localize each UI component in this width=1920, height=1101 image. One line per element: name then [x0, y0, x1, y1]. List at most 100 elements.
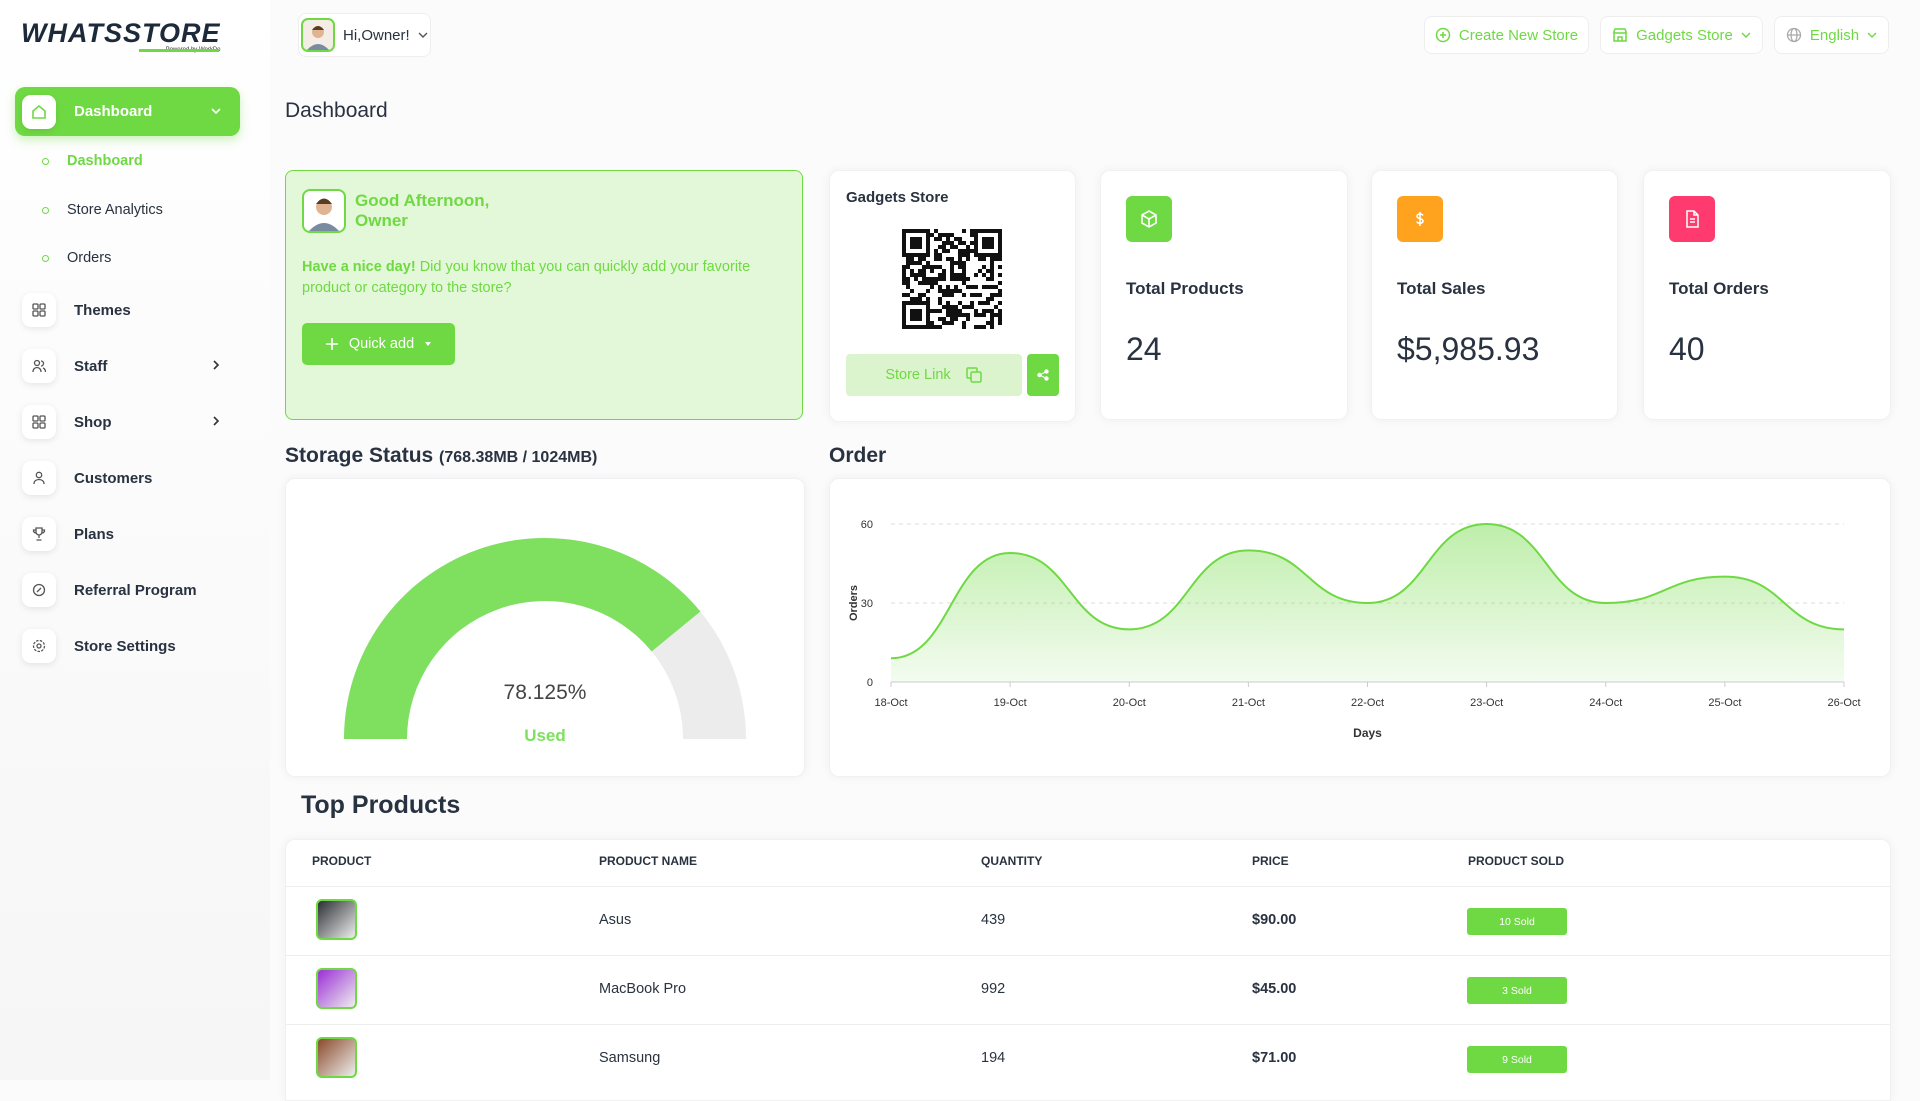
nav-item[interactable]: Themes	[22, 286, 240, 334]
caret	[425, 342, 432, 346]
logo[interactable]: WHATSSTORE Powered by WorkDo	[21, 18, 221, 53]
nav-label: Dashboard	[74, 103, 153, 120]
nav-icon	[22, 94, 56, 129]
button-label: Quick add	[348, 336, 415, 352]
product-name: Samsung	[599, 1050, 661, 1066]
stat-card: Total Products 24	[1100, 170, 1348, 420]
x-tick-label: 23-Oct	[1470, 697, 1503, 709]
gauge-chart: 78.125% Used	[344, 538, 746, 745]
subnav-label: Dashboard	[67, 153, 143, 169]
product-image	[316, 899, 357, 940]
welcome-message: Have a nice day! Did you know that you c…	[302, 257, 782, 299]
qr-pattern	[902, 229, 1002, 329]
nav-icon	[22, 293, 56, 327]
nav-item[interactable]: Staff	[22, 342, 240, 390]
nav-label: Staff	[74, 357, 108, 375]
y-tick-label: 0	[867, 677, 873, 689]
x-tick-label: 22-Oct	[1351, 697, 1384, 709]
greeting-name: Owner	[355, 211, 408, 230]
y-tick-label: 60	[861, 519, 873, 531]
nav-label: Shop	[74, 413, 112, 431]
store-icon	[1612, 28, 1628, 42]
chevron	[213, 360, 220, 370]
button-label: Gadgets Store	[1636, 26, 1733, 44]
nav-item[interactable]: Store Settings	[22, 622, 240, 670]
product-quantity: 992	[981, 981, 1006, 997]
subnav-item[interactable]: Dashboard	[42, 153, 143, 169]
product-image	[316, 968, 357, 1009]
store-title: Gadgets Store	[846, 189, 949, 206]
nav-label: Plans	[74, 525, 115, 543]
products-table: PRODUCT PRODUCT NAME QUANTITY PRICE PRODUCT …	[285, 839, 1891, 1101]
subnav-item[interactable]: Store Analytics	[42, 202, 163, 218]
x-tick-label: 19-Oct	[994, 697, 1027, 709]
sidebar: WHATSSTORE Powered by WorkDo Dashboard D…	[0, 0, 270, 1080]
table-row: Asus 439 $90.00 10 Sold	[286, 886, 1890, 956]
table-header: PRODUCT NAME	[599, 854, 697, 868]
gauge-label: Used	[524, 726, 566, 745]
stat-value: 24	[1126, 331, 1162, 367]
nav-item[interactable]: Shop	[22, 398, 240, 446]
settings-icon	[32, 639, 46, 653]
share-button[interactable]	[1027, 354, 1059, 396]
language-select[interactable]: English	[1774, 16, 1889, 54]
nav-icon	[22, 517, 56, 551]
greeting-text: Good Afternoon,	[355, 191, 490, 210]
nav-icon	[22, 461, 56, 495]
nav-item[interactable]: Plans	[22, 510, 240, 558]
button-label: Create New Store	[1458, 26, 1579, 44]
stat-icon	[1126, 196, 1172, 242]
nav-icon	[22, 629, 56, 663]
bullet	[42, 157, 49, 165]
message-text: Did you know that you can quickly add yo…	[302, 259, 751, 296]
table-row: Samsung 194 $71.00 9 Sold	[286, 1024, 1890, 1094]
home-icon	[32, 104, 46, 119]
subnav-label: Store Analytics	[67, 202, 163, 218]
store-select[interactable]: Gadgets Store	[1600, 16, 1763, 54]
caret	[1867, 32, 1877, 38]
store-link-button[interactable]: Store Link	[846, 354, 1022, 396]
nav-label: Customers	[74, 469, 153, 487]
storage-card: 78.125% Used	[285, 478, 805, 777]
nav-icon	[22, 349, 56, 383]
logo-text: WHATSSTORE	[21, 18, 221, 48]
plus-icon	[325, 338, 338, 350]
order-title: Order	[829, 444, 887, 467]
subnav-item[interactable]: Orders	[42, 250, 111, 266]
grid-icon	[32, 415, 46, 429]
nav-icon	[22, 405, 56, 439]
table-header: PRODUCT	[312, 854, 372, 868]
nav-item[interactable]: Referral Program	[22, 566, 240, 614]
chevron	[213, 416, 220, 426]
user-menu[interactable]: Hi,Owner!	[298, 13, 431, 57]
x-tick-label: 18-Oct	[874, 697, 907, 709]
stat-value: $5,985.93	[1397, 331, 1540, 367]
nav-item[interactable]: Customers	[22, 454, 240, 502]
qr-code	[902, 229, 1002, 329]
copy-icon	[965, 367, 982, 383]
nav-label: Store Settings	[74, 637, 176, 655]
box-icon	[1141, 210, 1157, 228]
nav-dashboard[interactable]: Dashboard	[15, 87, 240, 136]
x-tick-label: 21-Oct	[1232, 697, 1265, 709]
product-quantity: 439	[981, 912, 1006, 928]
y-tick-label: 30	[861, 598, 873, 610]
x-tick-label: 20-Oct	[1113, 697, 1146, 709]
users-icon	[32, 359, 46, 373]
sold-badge: 3 Sold	[1467, 977, 1567, 1004]
nav-label: Themes	[74, 301, 131, 319]
quick-add-button[interactable]: Quick add	[302, 323, 455, 365]
logo-underline	[139, 49, 219, 52]
trophy-icon	[32, 527, 46, 541]
bullet	[42, 254, 49, 262]
store-card: Gadgets Store Store Link	[829, 170, 1076, 422]
product-price: $90.00	[1252, 912, 1297, 928]
product-image	[316, 1037, 357, 1078]
create-store-button[interactable]: Create New Store	[1424, 16, 1589, 54]
top-products-title: Top Products	[301, 791, 461, 819]
order-card: 0 30 60 18-Oct 19-Oct 20-Oct 21-Oct 22-Oct 23-Oc…	[829, 478, 1891, 777]
nav-label: Referral Program	[74, 581, 197, 599]
welcome-card: Good Afternoon, Owner Have a nice day! Di…	[285, 170, 803, 420]
table-header: PRODUCT SOLD	[1468, 854, 1564, 868]
